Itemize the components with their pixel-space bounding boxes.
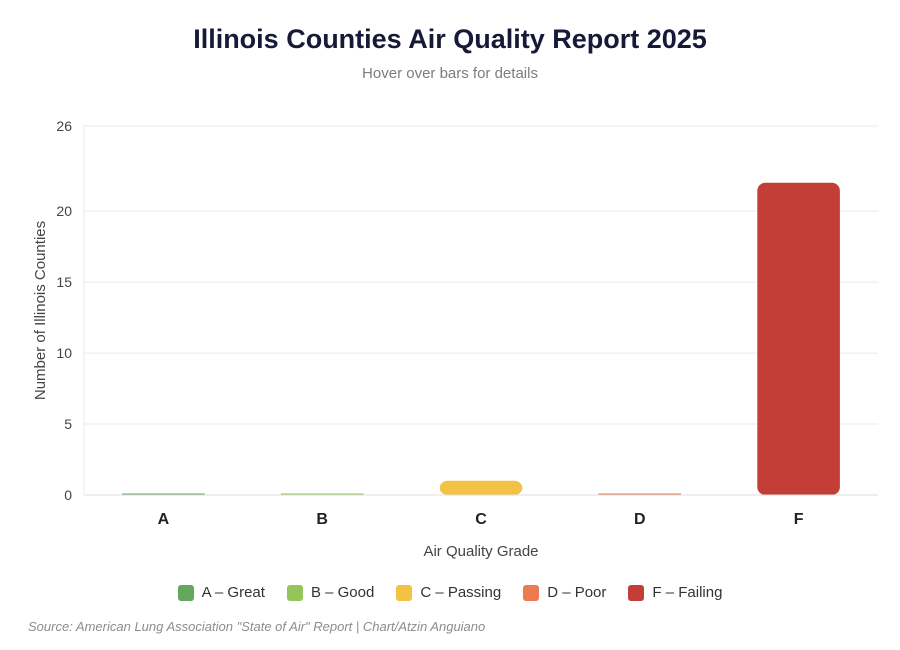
legend-swatch xyxy=(523,584,540,601)
legend-label: C – Passing xyxy=(420,584,502,601)
y-tick-labels: 0 5 10 15 20 26 xyxy=(56,118,72,503)
y-tick-label: 20 xyxy=(56,203,72,219)
legend-label: F – Failing xyxy=(652,584,723,601)
y-tick-label: 0 xyxy=(64,487,72,503)
chart-subtitle: Hover over bars for details xyxy=(362,65,538,82)
legend-swatch xyxy=(628,584,645,601)
y-axis-label: Number of Illinois Counties xyxy=(32,221,49,400)
legend-label: A – Great xyxy=(201,584,265,601)
x-tick-label: B xyxy=(316,511,328,528)
legend-swatch xyxy=(177,584,194,601)
legend: A – Great B – Good C – Passing D – Poor F – … xyxy=(0,584,900,601)
bars xyxy=(122,182,840,496)
x-axis-label: Air Quality Grade xyxy=(423,543,538,560)
legend-item-a[interactable]: A – Great xyxy=(177,584,265,601)
bar-c[interactable] xyxy=(439,480,523,495)
legend-item-c[interactable]: C – Passing xyxy=(396,584,501,601)
source-note: Source: American Lung Association "State… xyxy=(28,619,486,634)
legend-label: D – Poor xyxy=(547,584,607,601)
x-tick-label: D xyxy=(634,511,646,528)
bar-a[interactable] xyxy=(122,493,205,496)
y-tick-label: 10 xyxy=(56,345,72,361)
legend-swatch xyxy=(286,584,303,601)
y-tick-label: 5 xyxy=(64,416,72,432)
bar-f[interactable] xyxy=(757,182,840,495)
chart-title: Illinois Counties Air Quality Report 202… xyxy=(193,24,707,54)
legend-item-f[interactable]: F – Failing xyxy=(628,584,722,601)
x-tick-label: F xyxy=(794,511,804,528)
grid-lines xyxy=(83,125,878,495)
bar-b[interactable] xyxy=(280,493,364,496)
bar-d[interactable] xyxy=(598,493,682,496)
x-tick-label: C xyxy=(475,511,487,528)
y-tick-label: 15 xyxy=(56,274,72,290)
legend-item-d[interactable]: D – Poor xyxy=(523,584,606,601)
y-tick-label: 26 xyxy=(56,118,72,134)
legend-label: B – Good xyxy=(310,584,375,601)
legend-item-b[interactable]: B – Good xyxy=(286,584,375,601)
legend-swatch xyxy=(396,584,413,601)
x-tick-label: A xyxy=(158,511,170,528)
